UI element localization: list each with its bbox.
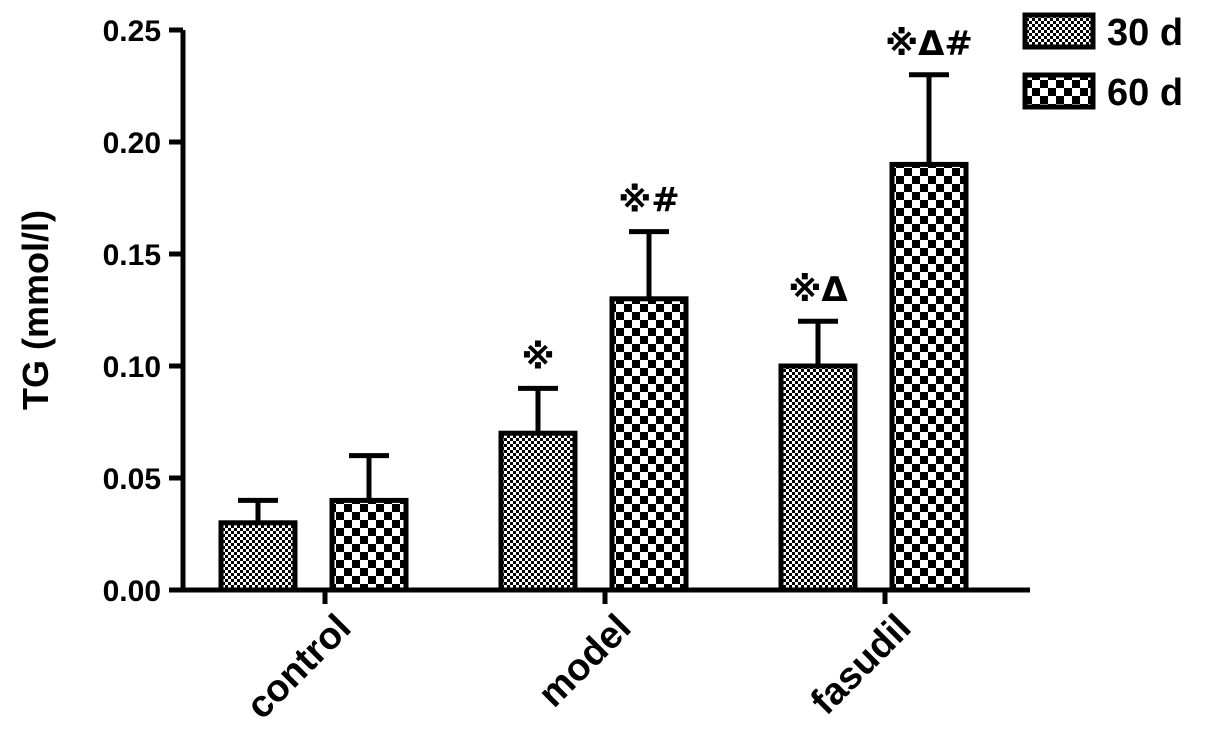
legend-label: 30 d — [1107, 12, 1183, 54]
x-labels: control model fasudil — [239, 590, 919, 728]
significance-annotation: ※Δ — [788, 270, 848, 310]
legend-swatch-60d — [1022, 72, 1096, 110]
x-category-label: model — [531, 607, 640, 716]
y-axis-title: TG (mmol/l) — [15, 210, 56, 410]
annotations: ※ ※# ※Δ ※Δ# — [521, 24, 972, 378]
bar-model-30d — [498, 430, 578, 593]
y-tick-label: 0.15 — [103, 239, 161, 272]
y-tick-label: 0.00 — [103, 575, 161, 608]
significance-annotation: ※# — [618, 181, 680, 221]
legend-swatch-30d — [1022, 12, 1096, 50]
x-category-label: control — [239, 607, 360, 728]
bar-fasudil-60d — [889, 161, 969, 593]
y-ticks: 0.00 0.05 0.10 0.15 0.20 0.25 — [103, 15, 183, 608]
significance-annotation: ※ — [521, 337, 554, 377]
error-bars — [238, 72, 949, 523]
bar-control-30d — [218, 520, 298, 593]
y-tick-label: 0.10 — [103, 351, 161, 384]
bar-control-60d — [329, 497, 409, 593]
bars — [218, 161, 969, 593]
legend: 30 d 60 d — [1022, 12, 1183, 114]
bar-fasudil-30d — [778, 363, 858, 593]
y-axis-title-group: TG (mmol/l) — [15, 210, 56, 410]
bar-model-60d — [609, 296, 689, 593]
significance-annotation: ※Δ# — [885, 24, 973, 64]
legend-label: 60 d — [1107, 72, 1183, 114]
y-tick-label: 0.05 — [103, 463, 161, 496]
x-category-label: fasudil — [803, 607, 919, 723]
y-tick-label: 0.20 — [103, 127, 161, 160]
y-tick-label: 0.25 — [103, 15, 161, 48]
